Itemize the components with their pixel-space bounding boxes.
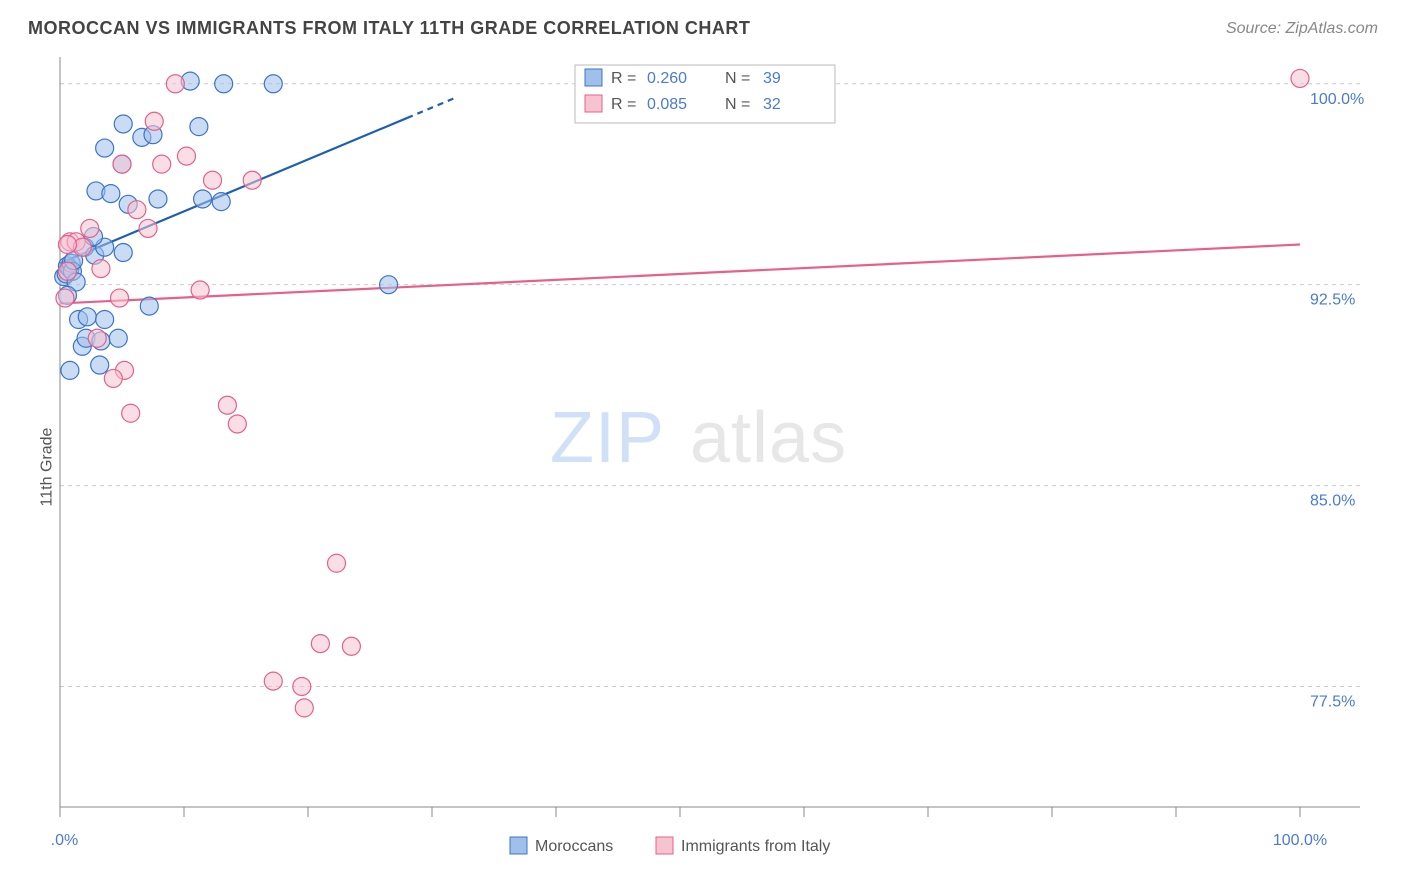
scatter-point: [145, 112, 163, 130]
scatter-point: [61, 361, 79, 379]
scatter-point: [380, 276, 398, 294]
svg-text:N =: N =: [725, 70, 750, 87]
scatter-point: [311, 635, 329, 653]
scatter-point: [102, 185, 120, 203]
scatter-point: [58, 236, 76, 254]
scatter-point: [81, 219, 99, 237]
scatter-point: [328, 554, 346, 572]
scatter-point: [190, 118, 208, 136]
chart-header: MOROCCAN VS IMMIGRANTS FROM ITALY 11TH G…: [0, 0, 1406, 47]
svg-text:R =: R =: [611, 96, 636, 113]
scatter-point: [78, 308, 96, 326]
scatter-point: [111, 289, 129, 307]
svg-text:0.260: 0.260: [647, 70, 687, 87]
scatter-point: [212, 193, 230, 211]
legend-label: Moroccans: [535, 838, 613, 855]
scatter-point: [58, 262, 76, 280]
svg-text:92.5%: 92.5%: [1310, 292, 1355, 309]
scatter-point: [104, 369, 122, 387]
scatter-point: [243, 171, 261, 189]
scatter-plot: ZIP atlas 77.5% 85.0% 92.5% 100.0% 0.0% 100.0% R…: [50, 47, 1370, 887]
scatter-point: [215, 75, 233, 93]
svg-text:atlas: atlas: [690, 398, 847, 478]
svg-text:77.5%: 77.5%: [1310, 693, 1355, 710]
scatter-point: [264, 75, 282, 93]
scatter-point: [342, 637, 360, 655]
scatter-point: [191, 281, 209, 299]
scatter-point: [194, 190, 212, 208]
chart-title: MOROCCAN VS IMMIGRANTS FROM ITALY 11TH G…: [28, 18, 750, 39]
scatter-point: [88, 329, 106, 347]
svg-text:N =: N =: [725, 96, 750, 113]
svg-text:ZIP: ZIP: [550, 398, 665, 478]
svg-text:100.0%: 100.0%: [1273, 832, 1327, 849]
scatter-point: [293, 677, 311, 695]
scatter-point: [149, 190, 167, 208]
scatter-point: [177, 147, 195, 165]
svg-text:0.085: 0.085: [647, 96, 687, 113]
legend-swatch: [656, 837, 673, 854]
scatter-point: [56, 289, 74, 307]
scatter-point: [109, 329, 127, 347]
scatter-point: [114, 244, 132, 262]
chart-source: Source: ZipAtlas.com: [1226, 20, 1378, 38]
chart-area: 11th Grade ZIPatlas77.5%85.0%92.5%100.0%…: [0, 47, 1406, 887]
legend-swatch: [585, 69, 602, 86]
scatter-point: [122, 404, 140, 422]
scatter-point: [113, 155, 131, 173]
svg-text:100.0%: 100.0%: [1310, 91, 1364, 108]
scatter-point: [140, 297, 158, 315]
scatter-point: [218, 396, 236, 414]
legend-label: Immigrants from Italy: [681, 838, 830, 855]
scatter-point: [96, 311, 114, 329]
svg-text:0.0%: 0.0%: [50, 832, 78, 849]
scatter-point: [153, 155, 171, 173]
svg-text:32: 32: [763, 96, 781, 113]
scatter-point: [228, 415, 246, 433]
svg-text:39: 39: [763, 70, 781, 87]
legend-swatch: [585, 95, 602, 112]
scatter-point: [204, 171, 222, 189]
scatter-point: [1291, 69, 1309, 87]
legend-swatch: [510, 837, 527, 854]
scatter-point: [139, 219, 157, 237]
svg-text:R =: R =: [611, 70, 636, 87]
scatter-point: [128, 201, 146, 219]
svg-text:85.0%: 85.0%: [1310, 493, 1355, 510]
scatter-point: [114, 115, 132, 133]
scatter-point: [96, 139, 114, 157]
scatter-point: [264, 672, 282, 690]
scatter-point: [295, 699, 313, 717]
scatter-point: [166, 75, 184, 93]
scatter-point: [91, 356, 109, 374]
scatter-point: [92, 260, 110, 278]
